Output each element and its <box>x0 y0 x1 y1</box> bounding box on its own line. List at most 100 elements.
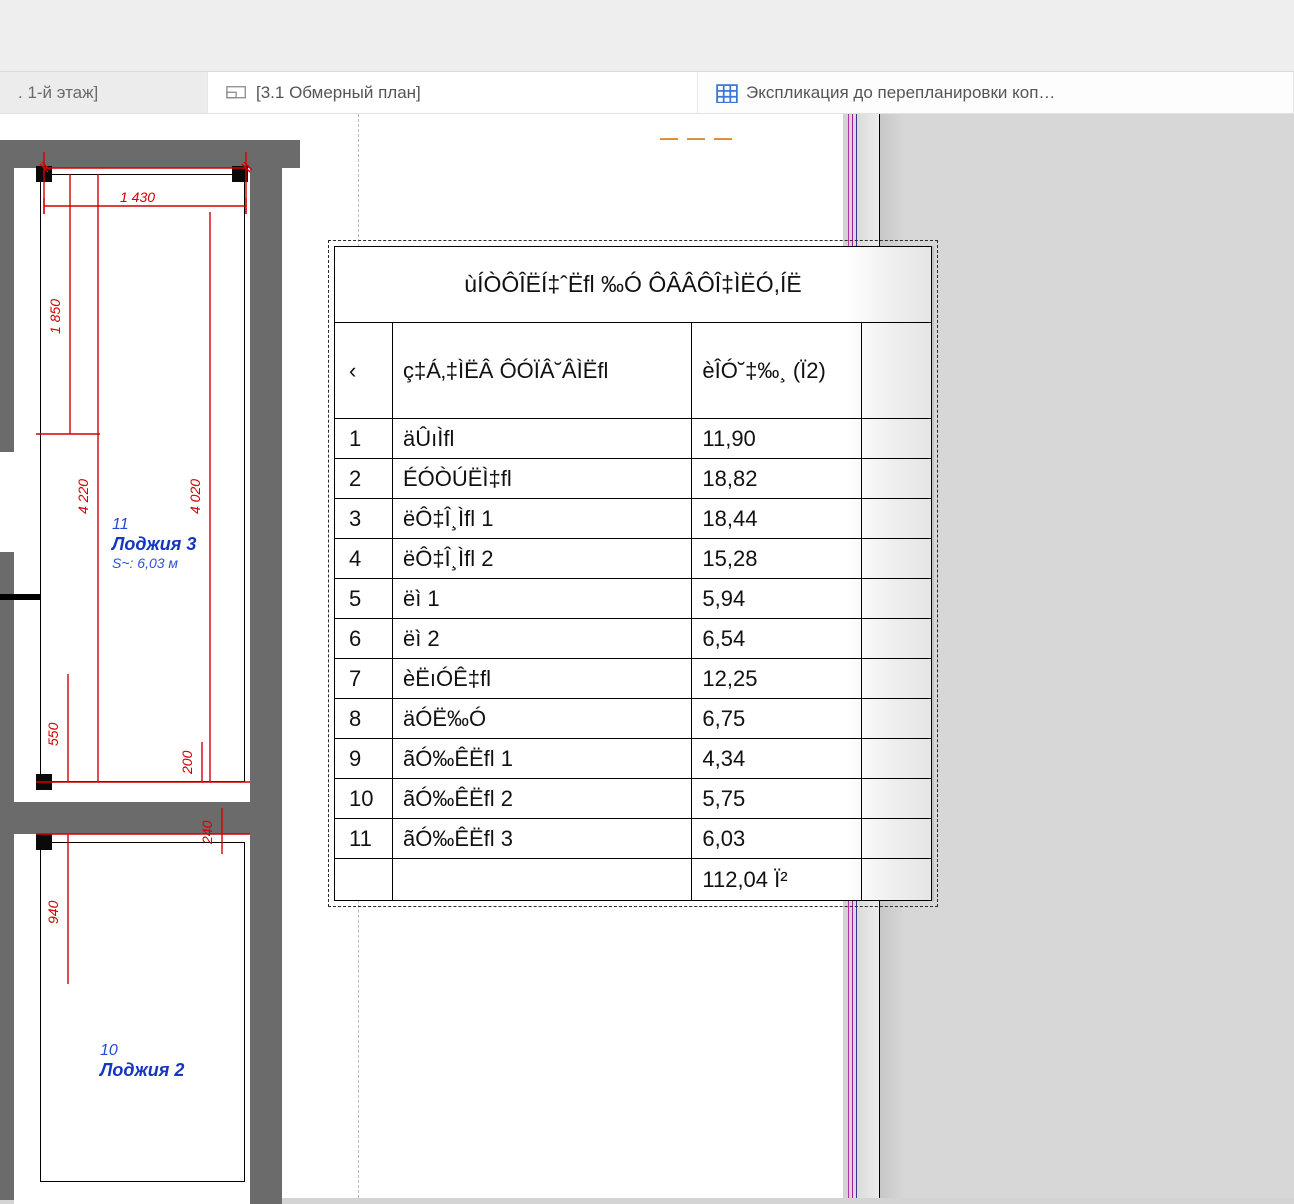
cell-num: 7 <box>335 659 393 699</box>
cell-num: 8 <box>335 699 393 739</box>
wall <box>0 140 14 1200</box>
layout-icon <box>226 84 248 102</box>
cell-num: 1 <box>335 419 393 459</box>
col-header-area: èÎÓ˘‡‰¸ (Ï2) <box>692 323 862 419</box>
cell-extra <box>862 539 932 579</box>
tabbar: . 1-й этаж] [3.1 Обмерный план] Эксплика… <box>0 72 1294 114</box>
cell-empty <box>862 859 932 901</box>
schedule-body: 1äÛıÌﬂ11,90 2ÉÓÒÚËÌ‡ﬂ18,82 3ëÔ‡Î¸Ìﬂ 118,… <box>335 419 932 859</box>
table-row[interactable]: 4ëÔ‡Î¸Ìﬂ 215,28 <box>335 539 932 579</box>
table-row[interactable]: 5ëì 15,94 <box>335 579 932 619</box>
col-header-number: ‹ <box>335 323 393 419</box>
cell-name: èËıÓÊ‡ﬂ <box>392 659 691 699</box>
column-marker <box>36 774 52 790</box>
cell-extra <box>862 619 932 659</box>
tab-floor-1[interactable]: . 1-й этаж] <box>0 72 208 113</box>
cell-name: ãÓ‰ÊËﬂ 1 <box>392 739 691 779</box>
cell-area: 18,44 <box>692 499 862 539</box>
wall <box>250 834 282 1204</box>
anchor-marker: — — — <box>660 128 734 149</box>
column-marker <box>36 834 52 850</box>
cell-extra <box>862 699 932 739</box>
cell-name: ÉÓÒÚËÌ‡ﬂ <box>392 459 691 499</box>
offsheet-area <box>880 114 1294 1198</box>
cell-extra <box>862 779 932 819</box>
col-header-extra <box>862 323 932 419</box>
cell-extra <box>862 459 932 499</box>
cell-extra <box>862 579 932 619</box>
cell-area: 6,54 <box>692 619 862 659</box>
cell-area: 6,03 <box>692 819 862 859</box>
room-number: 10 <box>100 1042 184 1060</box>
col-header-name: ç‡Á‚‡ÌËÂ ÔÓÏÂ˘ÂÌËﬂ <box>392 323 691 419</box>
cell-name: ãÓ‰ÊËﬂ 3 <box>392 819 691 859</box>
schedule-title: ùÍÒÔÎËÍ‡ˆËﬂ ‰Ó ÔÂÂÔÎ‡ÌËÓ,ÍË <box>335 247 932 323</box>
app-chrome-top <box>0 0 1294 72</box>
cell-area: 5,75 <box>692 779 862 819</box>
cell-num: 6 <box>335 619 393 659</box>
drawing-canvas[interactable]: — — — 1 430 <box>0 114 1294 1198</box>
wall <box>250 140 282 834</box>
room-label: 10 Лоджия 2 <box>100 1042 184 1081</box>
cell-num: 9 <box>335 739 393 779</box>
cell-area: 4,34 <box>692 739 862 779</box>
cell-num: 5 <box>335 579 393 619</box>
tab-label: . 1-й этаж] <box>18 83 98 103</box>
cell-num: 11 <box>335 819 393 859</box>
room-number: 11 <box>112 516 196 534</box>
table-row[interactable]: 11ãÓ‰ÊËﬂ 36,03 <box>335 819 932 859</box>
cell-num: 10 <box>335 779 393 819</box>
table-row[interactable]: 7èËıÓÊ‡ﬂ12,25 <box>335 659 932 699</box>
cell-extra <box>862 739 932 779</box>
tab-label: [3.1 Обмерный план] <box>256 83 421 103</box>
cell-empty <box>392 859 691 901</box>
room-outline <box>40 842 245 1182</box>
cell-name: äÓË‰Ó <box>392 699 691 739</box>
column-marker <box>36 166 52 182</box>
room-outline <box>40 174 245 782</box>
schedule-table[interactable]: ùÍÒÔÎËÍ‡ˆËﬂ ‰Ó ÔÂÂÔÎ‡ÌËÓ,ÍË ‹ ç‡Á‚‡ÌËÂ Ô… <box>334 246 932 901</box>
table-row[interactable]: 8äÓË‰Ó6,75 <box>335 699 932 739</box>
room-label: 11 Лоджия 3 S~: 6,03 м <box>112 516 196 571</box>
cell-area: 15,28 <box>692 539 862 579</box>
cell-num: 4 <box>335 539 393 579</box>
table-row[interactable]: 3ëÔ‡Î¸Ìﬂ 118,44 <box>335 499 932 539</box>
cell-extra <box>862 659 932 699</box>
room-name: Лоджия 2 <box>100 1060 184 1081</box>
column-marker <box>232 166 248 182</box>
cell-name: ëì 2 <box>392 619 691 659</box>
table-row[interactable]: 10ãÓ‰ÊËﬂ 25,75 <box>335 779 932 819</box>
cell-num: 2 <box>335 459 393 499</box>
cell-area: 5,94 <box>692 579 862 619</box>
schedule-table-wrap[interactable]: ùÍÒÔÎËÍ‡ˆËﬂ ‰Ó ÔÂÂÔÎ‡ÌËÓ,ÍË ‹ ç‡Á‚‡ÌËÂ Ô… <box>334 246 932 901</box>
tab-label: Экспликация до перепланировки коп… <box>746 83 1055 103</box>
wall <box>0 802 282 834</box>
table-row[interactable]: 9ãÓ‰ÊËﬂ 14,34 <box>335 739 932 779</box>
cell-name: ëì 1 <box>392 579 691 619</box>
floor-plan-fragment[interactable]: 1 430 1 850 4 220 4 020 550 200 240 <box>0 114 300 1198</box>
cell-name: äÛıÌﬂ <box>392 419 691 459</box>
table-row[interactable]: 1äÛıÌﬂ11,90 <box>335 419 932 459</box>
opening <box>0 452 14 552</box>
grid-icon <box>716 84 738 102</box>
table-total-row: 112,04 Ï² <box>335 859 932 901</box>
cell-extra <box>862 819 932 859</box>
cell-num: 3 <box>335 499 393 539</box>
cell-empty <box>335 859 393 901</box>
cell-name: ãÓ‰ÊËﬂ 2 <box>392 779 691 819</box>
cell-area: 12,25 <box>692 659 862 699</box>
cell-name: ëÔ‡Î¸Ìﬂ 1 <box>392 499 691 539</box>
table-row[interactable]: 2ÉÓÒÚËÌ‡ﬂ18,82 <box>335 459 932 499</box>
cell-extra <box>862 499 932 539</box>
sill <box>0 594 40 600</box>
cell-total: 112,04 Ï² <box>692 859 862 901</box>
table-row[interactable]: 6ëì 26,54 <box>335 619 932 659</box>
cell-extra <box>862 419 932 459</box>
cell-area: 6,75 <box>692 699 862 739</box>
tab-measure-plan[interactable]: [3.1 Обмерный план] <box>208 72 698 113</box>
cell-area: 11,90 <box>692 419 862 459</box>
tab-explication[interactable]: Экспликация до перепланировки коп… <box>698 72 1294 113</box>
room-area: S~: 6,03 м <box>112 555 196 571</box>
room-name: Лоджия 3 <box>112 534 196 555</box>
cell-area: 18,82 <box>692 459 862 499</box>
